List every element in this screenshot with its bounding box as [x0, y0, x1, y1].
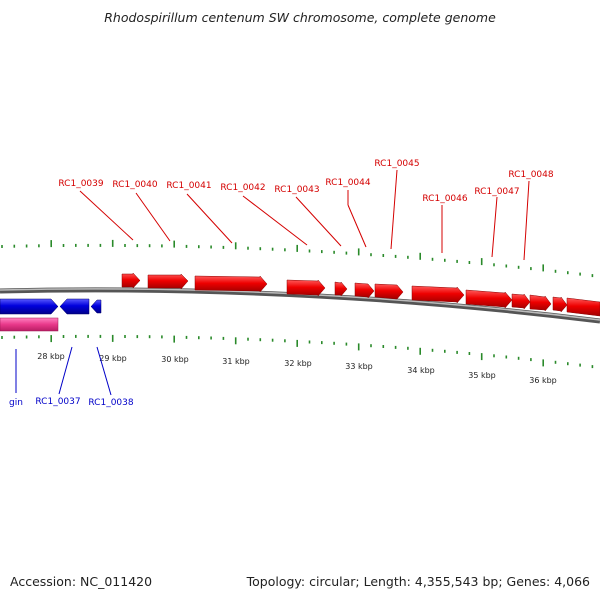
gene-label[interactable]: RC1_0047	[474, 187, 519, 197]
gene-arrow[interactable]	[465, 289, 513, 309]
gene-label[interactable]: RC1_0041	[166, 181, 211, 191]
gene-arrow[interactable]	[354, 282, 375, 299]
kbp-label: 31 kbp	[222, 357, 250, 366]
kbp-label: 36 kbp	[529, 376, 557, 385]
gene-label[interactable]: gin	[9, 398, 23, 408]
gene-label[interactable]: RC1_0044	[325, 178, 370, 188]
kbp-label: 33 kbp	[345, 362, 373, 371]
gene-label[interactable]: RC1_0038	[88, 398, 133, 408]
gene-arrow[interactable]	[121, 272, 141, 289]
gene-label[interactable]: RC1_0039	[58, 179, 103, 189]
chromosome-backbone	[0, 287, 600, 324]
gene-arrow[interactable]	[147, 273, 189, 290]
kbp-label: 34 kbp	[407, 366, 435, 375]
gene-arrow[interactable]	[286, 279, 326, 297]
callout-line	[96, 346, 112, 396]
callout-line	[79, 190, 134, 241]
gene-arrow[interactable]	[59, 298, 90, 315]
accession-text: Accession: NC_011420	[10, 574, 152, 589]
callout-line	[242, 195, 308, 246]
gene-arrow[interactable]	[90, 299, 102, 314]
gene-arrow[interactable]	[552, 296, 568, 313]
callout-line	[58, 346, 73, 395]
gene-arrow[interactable]	[374, 283, 404, 300]
reverse-genes	[0, 298, 102, 315]
forward-gene-callouts: RC1_0039 RC1_0040 RC1_0041 RC1_0042 RC1_…	[58, 159, 554, 261]
kbp-label: 28 kbp	[37, 352, 65, 361]
kbp-label: 32 kbp	[284, 359, 312, 368]
kbp-label: 29 kbp	[99, 354, 127, 363]
genome-summary-text: Topology: circular; Length: 4,355,543 bp…	[246, 574, 590, 589]
gene-label[interactable]: RC1_0042	[220, 183, 265, 193]
gene-arrow[interactable]	[411, 285, 465, 304]
gene-label[interactable]: RC1_0045	[374, 159, 419, 169]
callout-line	[295, 196, 342, 247]
callout-line	[347, 204, 367, 248]
kbp-scale-labels: 28 kbp 29 kbp 30 kbp 31 kbp 32 kbp 33 kb…	[37, 352, 557, 385]
gene-arrow[interactable]	[566, 297, 600, 317]
pink-feature[interactable]	[0, 317, 59, 332]
kbp-label: 35 kbp	[468, 371, 496, 380]
map-title: Rhodospirillum centenum SW chromosome, c…	[104, 10, 496, 25]
inner-tick-ring	[1, 334, 594, 369]
gene-arrow[interactable]	[529, 294, 552, 312]
callout-line	[186, 193, 233, 244]
callout-line	[523, 180, 530, 261]
kbp-label: 30 kbp	[161, 355, 189, 364]
callout-line	[135, 192, 171, 242]
gene-label[interactable]: RC1_0037	[35, 397, 80, 407]
gene-label[interactable]: RC1_0043	[274, 185, 319, 195]
callout-line	[491, 196, 498, 258]
gene-arrow[interactable]	[194, 275, 268, 293]
gene-arrow[interactable]	[0, 298, 59, 315]
outer-tick-ring	[1, 239, 594, 278]
reverse-gene-callouts: gin RC1_0037 RC1_0038	[9, 346, 134, 408]
gene-arrow[interactable]	[511, 293, 531, 310]
callout-line	[390, 169, 398, 250]
gene-arrow[interactable]	[334, 281, 348, 297]
gene-label[interactable]: RC1_0048	[508, 170, 553, 180]
forward-genes	[121, 272, 600, 317]
gene-label[interactable]: RC1_0046	[422, 194, 467, 204]
gene-label[interactable]: RC1_0040	[112, 180, 157, 190]
